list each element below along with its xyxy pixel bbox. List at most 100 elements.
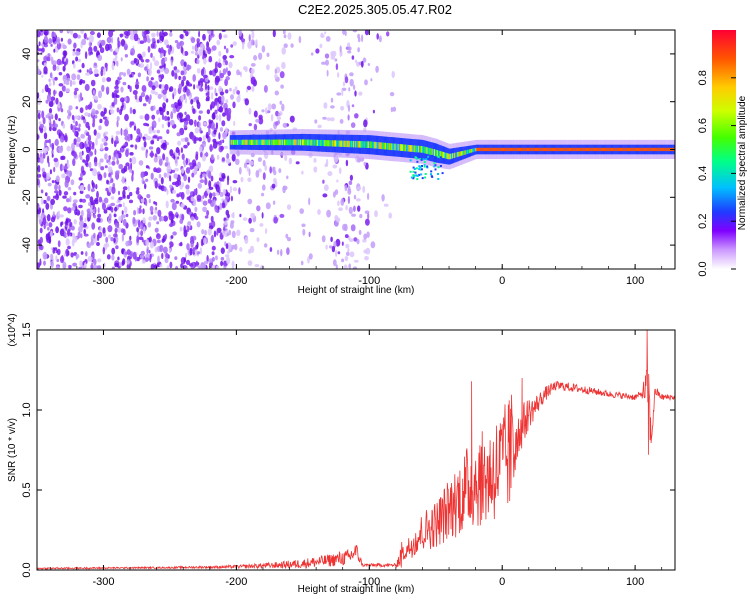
spectrogram-noise-cell (79, 92, 83, 100)
spectrogram-noise-cell (366, 231, 370, 238)
spectrogram-noise-cell (73, 90, 78, 96)
spectrogram-noise-cell (70, 225, 75, 231)
spectrogram-noise-cell (106, 36, 112, 44)
spectrogram-noise-cell (225, 48, 229, 54)
spectrogram-noise-cell (221, 95, 225, 103)
spectrogram-noise-cell (67, 207, 72, 214)
spectrogram-noise-cell (246, 85, 252, 91)
spectrogram-noise-cell (185, 114, 191, 122)
spectrogram-noise-cell (118, 196, 123, 201)
spectrogram-noise-cell (274, 90, 279, 96)
colorbar-tick-label: 0.6 (697, 118, 709, 133)
spectrogram-noise-cell (208, 170, 212, 179)
signal-core-column (656, 147, 658, 152)
spectrogram-noise-cell (55, 255, 58, 261)
signal-core-column (292, 139, 294, 146)
signal-core-column (543, 147, 545, 152)
signal-core-column (310, 139, 312, 146)
spectrogram-noise-cell (71, 206, 76, 211)
spectrogram-noise-cell (129, 121, 133, 128)
spectrogram-noise-cell (49, 126, 52, 132)
snr-background (37, 330, 675, 570)
signal-core-column (613, 147, 615, 152)
spectrogram-noise-cell (180, 203, 185, 208)
signal-core-column (428, 147, 430, 155)
spectrogram-noise-cell (94, 110, 99, 115)
spectrogram-noise-cell (202, 135, 206, 142)
spectrogram-noise-cell (349, 174, 353, 181)
spectrogram-noise-cell (286, 175, 289, 180)
spectrogram-noise-cell (137, 219, 141, 228)
signal-core-column (341, 140, 343, 147)
signal-core-column (253, 139, 255, 145)
spectrogram-noise-cell (215, 122, 218, 130)
spectrogram-noise-cell (133, 57, 137, 64)
signal-core-column (532, 147, 535, 152)
spectrogram-noise-cell (164, 84, 169, 91)
signal-core-column (321, 139, 323, 146)
signal-dip-cell (433, 165, 436, 168)
signal-core-column (424, 146, 426, 154)
spectrogram-noise-cell (96, 242, 100, 246)
signal-dip-cell (422, 158, 425, 161)
spectrogram-noise-cell (218, 132, 221, 140)
spectrogram-noise-cell (43, 260, 46, 266)
signal-core-column (501, 147, 504, 152)
spectrogram-noise-cell (253, 110, 258, 118)
signal-core-column (659, 147, 661, 152)
spectrogram-noise-cell (159, 264, 163, 268)
spectrogram-noise-cell (108, 30, 114, 38)
spectrogram-noise-cell (182, 264, 187, 269)
spectrogram-noise-cell (111, 62, 115, 71)
signal-core-column (415, 145, 418, 153)
signal-core-column (399, 144, 402, 151)
spectrogram-noise-cell (180, 241, 183, 247)
spectrogram-noise-cell (225, 67, 228, 73)
spectrogram-noise-cell (226, 180, 230, 186)
spectrogram-noise-cell (199, 247, 203, 255)
signal-core-column (554, 147, 556, 152)
spectrogram-noise-cell (215, 265, 220, 269)
spectrogram-noise-cell (118, 163, 124, 170)
spectrogram-noise-cell (188, 95, 192, 101)
spectrogram-noise-cell (199, 78, 204, 83)
signal-core-column (540, 147, 542, 152)
spectrogram-noise-cell (261, 109, 265, 113)
spectrogram-noise-cell (288, 157, 293, 165)
spectrogram-noise-cell (111, 186, 116, 194)
spectrogram-noise-cell (240, 176, 244, 183)
spectrogram-noise-cell (68, 105, 73, 111)
spectrogram-noise-cell (335, 264, 338, 269)
spectrogram-noise-cell (138, 95, 143, 103)
spectrogram-noise-cell (71, 115, 75, 120)
spectrogram-noise-cell (225, 243, 229, 250)
signal-core-column (548, 147, 551, 152)
spectrogram-noise-cell (188, 162, 193, 166)
signal-core-column (311, 139, 313, 146)
spectrogram-noise (37, 30, 397, 269)
signal-core-column (629, 147, 631, 152)
spectrogram-noise-cell (105, 187, 109, 192)
spectrogram-noise-cell (274, 68, 277, 75)
spectrogram-noise-cell (354, 113, 359, 119)
signal-core-column (555, 147, 557, 152)
signal-core-column (258, 139, 260, 145)
spectrogram-noise-cell (79, 220, 84, 227)
signal-core-column (387, 143, 389, 150)
signal-core-column (319, 139, 321, 146)
spectrogram-noise-cell (166, 265, 170, 269)
spectrogram-noise-cell (279, 213, 285, 218)
spectrogram-noise-cell (193, 198, 197, 207)
snr-panel: -300 -200 -100 0 100 0.00.51.01.5 Height of … (7, 313, 676, 595)
spectrogram-noise-cell (85, 138, 89, 145)
spectrogram-noise-cell (126, 194, 130, 200)
spectrogram-noise-cell (55, 97, 59, 105)
signal-core-column (633, 147, 636, 152)
signal-core-column (612, 147, 614, 152)
spectrogram-noise-cell (190, 37, 196, 44)
spectrogram-noise-cell (344, 255, 349, 262)
signal-core-column (644, 147, 646, 152)
spectrogram-noise-cell (85, 146, 91, 154)
spectrogram-noise-cell (114, 85, 119, 90)
spectrogram-noise-cell (204, 215, 209, 219)
